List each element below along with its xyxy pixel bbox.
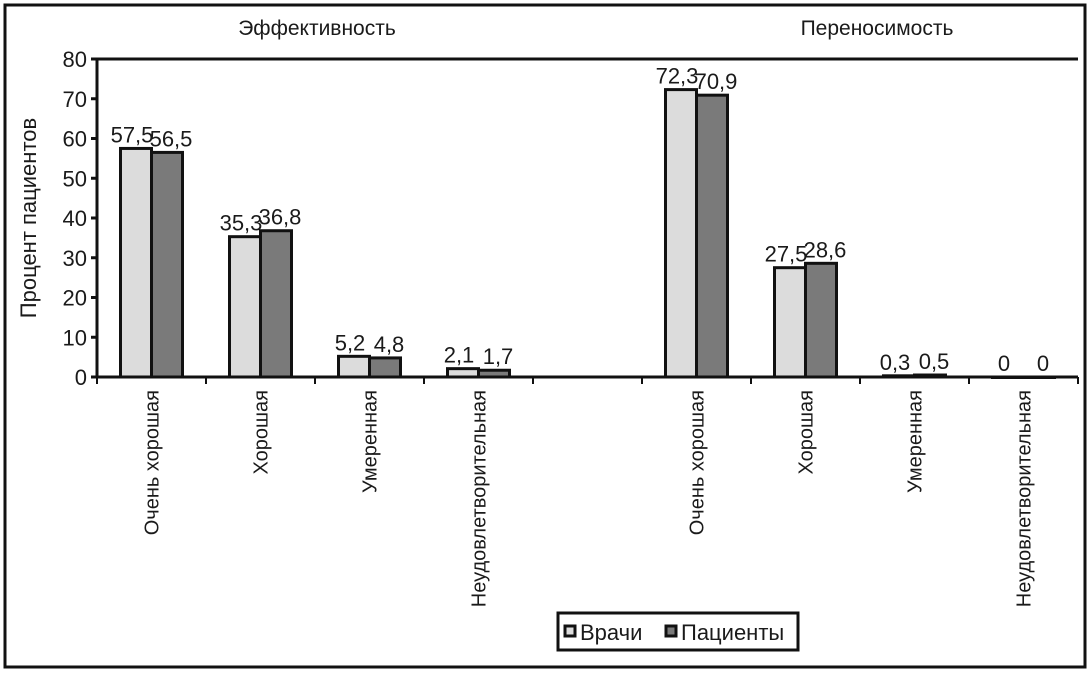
x-tick-label: Очень хорошая — [142, 390, 164, 535]
data-label: 0,3 — [880, 350, 911, 375]
legend-label-doctors: Врачи — [580, 620, 642, 645]
bar-doctors — [446, 367, 480, 379]
data-label: 27,5 — [765, 242, 808, 267]
bar-doctors — [337, 354, 371, 379]
y-tick-label: 0 — [75, 365, 87, 390]
bar-patients — [477, 368, 511, 379]
bar-patients — [150, 150, 184, 379]
data-label: 0 — [998, 351, 1010, 376]
x-tick-label: Умеренная — [905, 390, 927, 493]
y-tick-label: 80 — [63, 47, 87, 72]
legend-box — [556, 611, 800, 652]
data-label: 4,8 — [374, 332, 405, 357]
y-tick-label: 70 — [63, 87, 87, 112]
legend-swatch-patients — [664, 624, 678, 638]
x-tick-label: Хорошая — [251, 390, 273, 474]
x-tick-label: Неудовлетворительная — [469, 390, 491, 607]
bar-patients — [804, 261, 838, 379]
y-tick-label: 60 — [63, 127, 87, 152]
bar-doctors — [773, 266, 807, 379]
legend: Врачи Пациенты — [556, 611, 800, 652]
data-label: 72,3 — [656, 64, 699, 89]
x-tick-label: Очень хорошая — [687, 390, 709, 535]
data-label: 0 — [1037, 351, 1049, 376]
chart-border — [3, 3, 1087, 669]
data-label: 2,1 — [444, 343, 475, 368]
data-label: 5,2 — [335, 330, 366, 355]
data-label: 28,6 — [804, 237, 847, 262]
data-label: 70,9 — [695, 69, 738, 94]
bar-doctors — [228, 235, 262, 379]
y-tick-label: 20 — [63, 286, 87, 311]
bar-doctors — [119, 146, 153, 379]
data-label: 0,5 — [919, 349, 950, 374]
y-tick-label: 40 — [63, 206, 87, 231]
y-axis-label: Процент пациентов — [16, 118, 41, 318]
bar-patients — [913, 373, 947, 379]
bar-doctors — [991, 375, 1025, 379]
bar-patients — [695, 93, 729, 379]
x-tick-label: Неудовлетворительная — [1014, 390, 1036, 607]
data-label: 57,5 — [111, 122, 154, 147]
y-tick-label: 30 — [63, 246, 87, 271]
data-label: 36,8 — [259, 205, 302, 230]
legend-swatch-doctors — [563, 624, 577, 638]
legend-label-patients: Пациенты — [681, 620, 784, 645]
bar-patients — [259, 229, 293, 379]
x-tick-label: Хорошая — [796, 390, 818, 474]
y-tick-label: 10 — [63, 325, 87, 350]
bar-patients — [368, 356, 402, 379]
y-tick-label: 50 — [63, 166, 87, 191]
bar-patients — [1022, 375, 1056, 379]
x-tick-label: Умеренная — [360, 390, 382, 493]
group-title-tolerability: Переносимость — [801, 17, 954, 40]
bar-doctors — [882, 374, 916, 379]
data-label: 35,3 — [220, 211, 263, 236]
group-title-effectiveness: Эффективность — [238, 17, 396, 40]
data-label: 1,7 — [483, 344, 514, 369]
data-label: 56,5 — [150, 126, 193, 151]
bar-doctors — [664, 88, 698, 379]
